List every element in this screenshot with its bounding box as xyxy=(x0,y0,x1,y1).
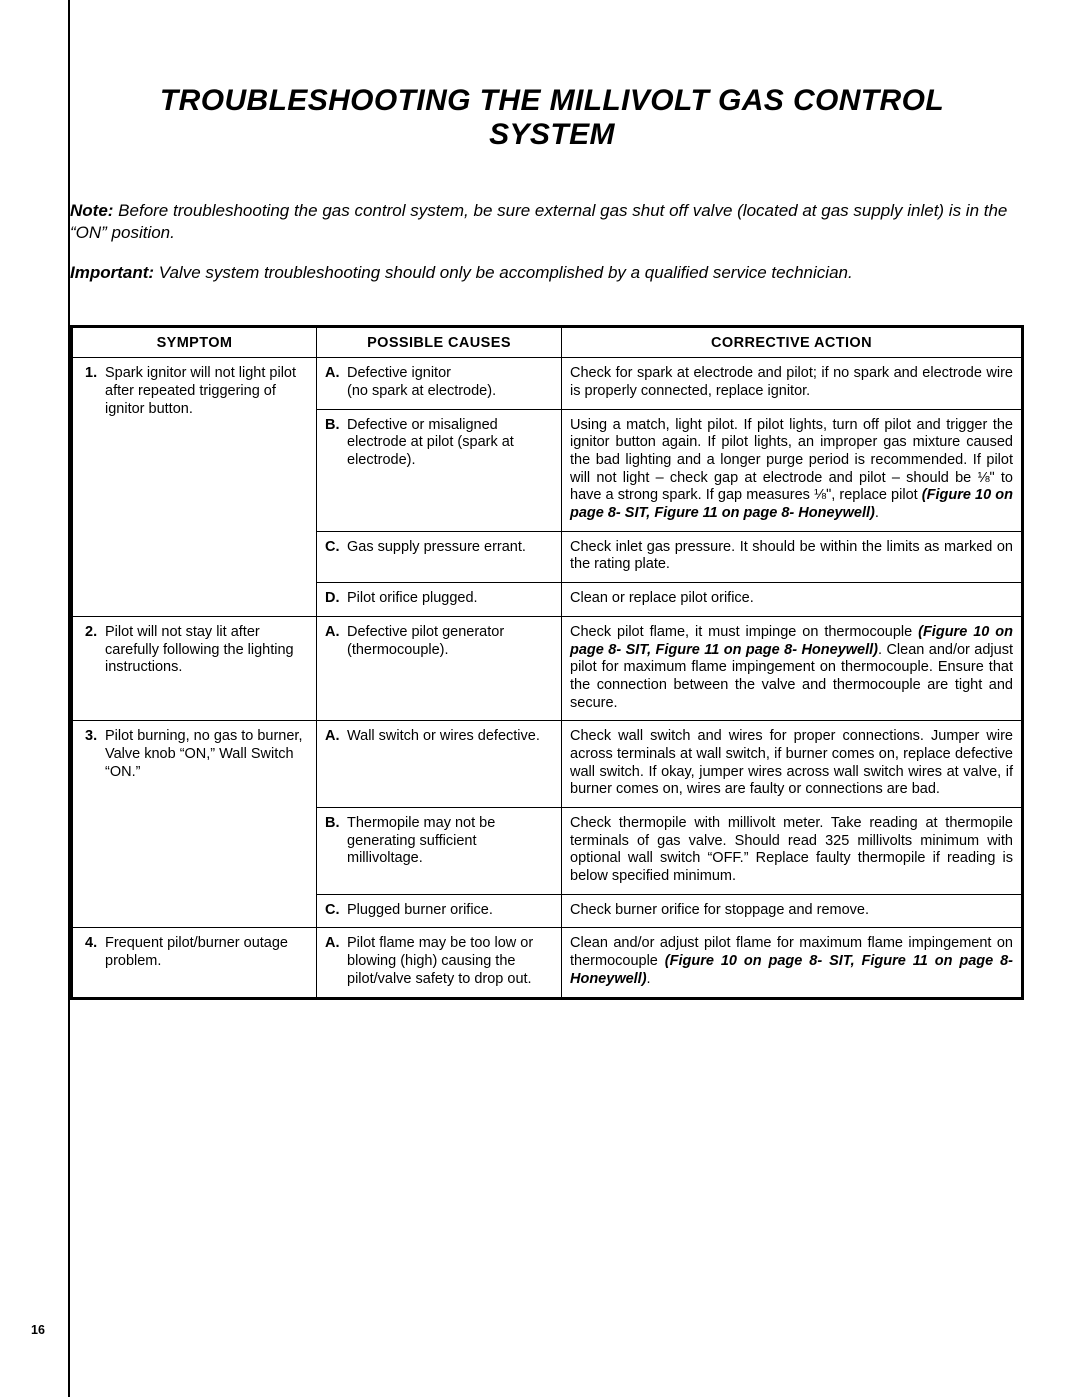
action-text-end: . xyxy=(647,971,651,987)
cause-cell: A. Defective ignitor (no spark at electr… xyxy=(317,358,562,409)
table-row: 3. Pilot burning, no gas to burner, Valv… xyxy=(72,721,1023,808)
symptom-cell: 1. Spark ignitor will not light pilot af… xyxy=(72,358,317,617)
note-text: Before troubleshooting the gas control s… xyxy=(70,201,1007,242)
cause-letter: A. xyxy=(325,365,341,400)
table-row: 2. Pilot will not stay lit after careful… xyxy=(72,616,1023,720)
important-text: Valve system troubleshooting should only… xyxy=(154,263,853,282)
symptom-number: 1. xyxy=(85,365,99,418)
symptom-text: Pilot will not stay lit after carefully … xyxy=(105,624,308,677)
cause-text: Gas supply pressure errant. xyxy=(347,539,553,557)
cause-text: Defective pilot generator (thermocouple)… xyxy=(347,624,553,659)
important-paragraph: Important: Valve system troubleshooting … xyxy=(70,262,1024,326)
action-text: Check pilot flame, it must impinge on th… xyxy=(570,624,918,640)
cause-letter: A. xyxy=(325,624,341,659)
page-number: 16 xyxy=(31,1323,45,1337)
important-lead: Important: xyxy=(70,263,154,282)
cause-letter: B. xyxy=(325,417,341,470)
symptom-text: Frequent pilot/burner outage problem. xyxy=(105,935,308,970)
header-action: CORRECTIVE ACTION xyxy=(562,327,1023,358)
cause-text: Defective ignitor (no spark at electrode… xyxy=(347,365,553,400)
troubleshooting-table: SYMPTOM POSSIBLE CAUSES CORRECTIVE ACTIO… xyxy=(70,325,1024,999)
action-cell: Using a match, light pilot. If pilot lig… xyxy=(562,409,1023,531)
action-cell: Check burner orifice for stoppage and re… xyxy=(562,894,1023,928)
cause-cell: A. Pilot flame may be too low or blowing… xyxy=(317,928,562,998)
header-symptom: SYMPTOM xyxy=(72,327,317,358)
header-causes: POSSIBLE CAUSES xyxy=(317,327,562,358)
cause-cell: D. Pilot orifice plugged. xyxy=(317,583,562,617)
action-cell: Check pilot flame, it must impinge on th… xyxy=(562,616,1023,720)
cause-text: Wall switch or wires defective. xyxy=(347,728,553,746)
note-lead: Note: xyxy=(70,201,113,220)
table-row: 1. Spark ignitor will not light pilot af… xyxy=(72,358,1023,409)
page-title: TROUBLESHOOTING THE MILLIVOLT GAS CONTRO… xyxy=(70,84,1024,200)
page-content: TROUBLESHOOTING THE MILLIVOLT GAS CONTRO… xyxy=(70,84,1024,1000)
table-row: 4. Frequent pilot/burner outage problem.… xyxy=(72,928,1023,998)
note-paragraph: Note: Before troubleshooting the gas con… xyxy=(70,200,1024,262)
cause-letter: A. xyxy=(325,935,341,988)
action-cell: Check wall switch and wires for proper c… xyxy=(562,721,1023,808)
cause-cell: A. Defective pilot generator (thermocoup… xyxy=(317,616,562,720)
cause-cell: A. Wall switch or wires defective. xyxy=(317,721,562,808)
symptom-text: Spark ignitor will not light pilot after… xyxy=(105,365,308,418)
action-text-end: . xyxy=(875,505,879,521)
cause-letter: C. xyxy=(325,539,341,557)
cause-text: Defective or misaligned electrode at pil… xyxy=(347,417,553,470)
cause-text: Pilot orifice plugged. xyxy=(347,590,553,608)
symptom-number: 2. xyxy=(85,624,99,677)
symptom-text: Pilot burning, no gas to burner, Valve k… xyxy=(105,728,308,781)
symptom-cell: 2. Pilot will not stay lit after careful… xyxy=(72,616,317,720)
cause-text: Pilot flame may be too low or blowing (h… xyxy=(347,935,553,988)
symptom-number: 4. xyxy=(85,935,99,970)
cause-letter: C. xyxy=(325,902,341,920)
cause-letter: B. xyxy=(325,815,341,868)
symptom-number: 3. xyxy=(85,728,99,781)
action-cell: Clean or replace pilot orifice. xyxy=(562,583,1023,617)
cause-letter: A. xyxy=(325,728,341,746)
symptom-cell: 3. Pilot burning, no gas to burner, Valv… xyxy=(72,721,317,928)
cause-text: Plugged burner orifice. xyxy=(347,902,553,920)
symptom-cell: 4. Frequent pilot/burner outage problem. xyxy=(72,928,317,998)
action-cell: Check inlet gas pressure. It should be w… xyxy=(562,531,1023,582)
cause-cell: C. Plugged burner orifice. xyxy=(317,894,562,928)
table-header-row: SYMPTOM POSSIBLE CAUSES CORRECTIVE ACTIO… xyxy=(72,327,1023,358)
cause-text: Thermopile may not be generating suffici… xyxy=(347,815,553,868)
cause-letter: D. xyxy=(325,590,341,608)
action-cell: Clean and/or adjust pilot flame for maxi… xyxy=(562,928,1023,998)
action-cell: Check for spark at electrode and pilot; … xyxy=(562,358,1023,409)
cause-cell: B. Defective or misaligned electrode at … xyxy=(317,409,562,531)
cause-cell: C. Gas supply pressure errant. xyxy=(317,531,562,582)
cause-cell: B. Thermopile may not be generating suff… xyxy=(317,808,562,895)
action-cell: Check thermopile with millivolt meter. T… xyxy=(562,808,1023,895)
